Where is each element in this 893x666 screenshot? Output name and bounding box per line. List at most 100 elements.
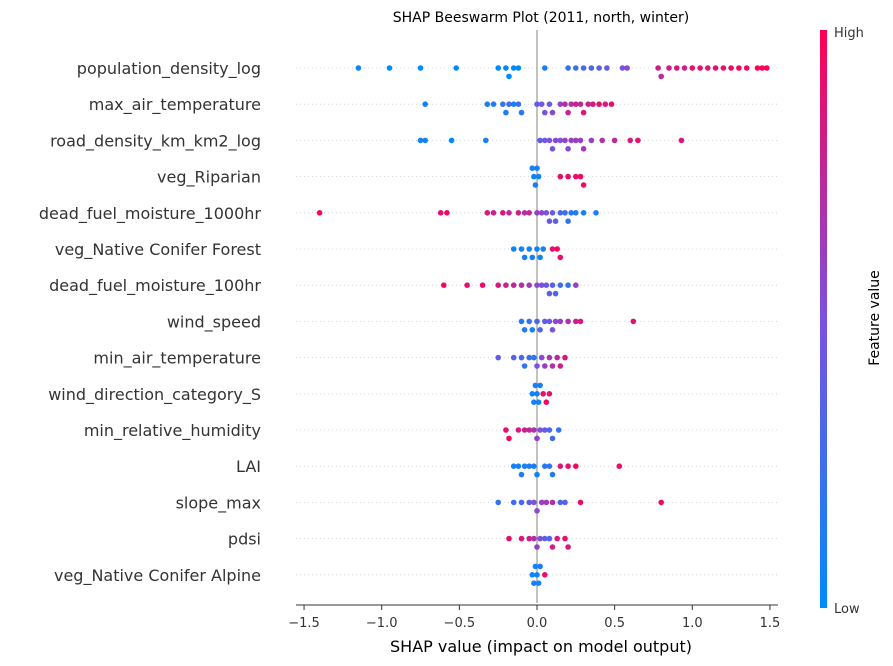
shap-point [543,399,550,406]
shap-point [503,427,509,433]
shap-point [689,65,696,71]
shap-point [531,535,537,542]
shap-point [538,282,545,289]
shap-point [565,109,571,116]
shap-point [515,427,522,433]
shap-point [565,65,571,71]
shap-point [619,65,626,71]
shap-point [534,363,540,369]
shap-point [562,137,568,144]
shap-point [534,508,540,514]
shap-point [534,318,540,325]
shap-point [546,427,553,433]
shap-point [630,318,637,325]
shap-point [580,210,587,216]
shap-point [355,65,362,71]
shap-point [573,282,579,289]
shap-point [552,290,559,297]
shap-point [534,572,540,578]
shap-point [554,246,560,252]
shap-point [565,146,571,152]
shap-point [316,210,323,216]
shap-point [549,109,556,116]
shap-point [608,101,615,107]
shap-point [538,354,545,361]
shap-point [500,101,506,107]
shap-point [557,363,564,369]
shap-point [538,101,545,107]
x-tick-label: 0.0 [527,616,548,631]
feature-label: pdsi [228,530,261,549]
shap-point [549,246,556,252]
shap-point [549,499,556,506]
shap-point [681,65,688,71]
x-axis-ticks: −1.5 −1.0 −0.5 0.0 0.5 1.0 1.5 [288,605,780,631]
x-axis-label: SHAP value (impact on model output) [390,637,692,656]
shap-point [546,354,553,361]
shap-point [562,101,568,107]
shap-point [417,137,424,144]
shap-point [529,165,536,171]
shap-point [542,363,548,369]
shap-point [526,282,532,289]
shap-point [521,254,528,261]
shap-point [573,210,579,216]
shap-point [531,499,537,506]
shap-point [635,137,641,144]
shap-point [534,165,540,171]
shap-point [386,65,393,71]
shap-point [585,101,591,107]
feature-label: dead_fuel_moisture_100hr [49,276,261,296]
shap-point [510,354,517,361]
feature-label: wind_direction_category_S [48,385,261,405]
shap-point [510,65,517,71]
shap-point [540,391,546,397]
x-tick-label: −1.5 [288,616,320,631]
shap-point [526,463,532,470]
shap-point [437,210,444,216]
shap-point [464,282,470,289]
shap-point [531,427,537,433]
shap-point [565,463,571,470]
shap-point [580,182,587,188]
shap-point [490,210,497,216]
shap-point [557,318,564,325]
shap-point [549,282,556,289]
shap-point [542,109,548,116]
colorbar-high-label: High [834,26,864,41]
shap-point [573,101,579,107]
feature-label: veg_Native Conifer Alpine [54,566,261,586]
shap-point [549,435,556,442]
shap-point [515,101,522,107]
shap-point [453,65,460,71]
shap-point [506,101,512,107]
shap-point [542,318,548,325]
shap-point [593,210,599,216]
shap-point [534,391,540,397]
shap-point [552,137,559,144]
shap-point [500,210,506,216]
shap-point [542,65,548,71]
shap-point [557,254,564,261]
shap-point [526,354,532,361]
shap-point [565,173,571,180]
shap-point [518,246,525,252]
shap-point [510,246,517,252]
shap-point [543,282,550,289]
shap-point [529,391,536,397]
shap-point [540,246,546,252]
shap-point [532,382,539,389]
shap-point [565,544,571,550]
shap-point [503,282,509,289]
shap-point [521,427,528,433]
shap-point [518,535,525,542]
shap-point [604,65,610,71]
shap-point [764,65,770,71]
shap-point [448,137,455,144]
shap-point [532,182,539,188]
shap-point [743,65,750,71]
shap-point [565,318,571,325]
shap-point [531,463,537,470]
shap-point [526,246,532,252]
shap-point [543,499,550,506]
